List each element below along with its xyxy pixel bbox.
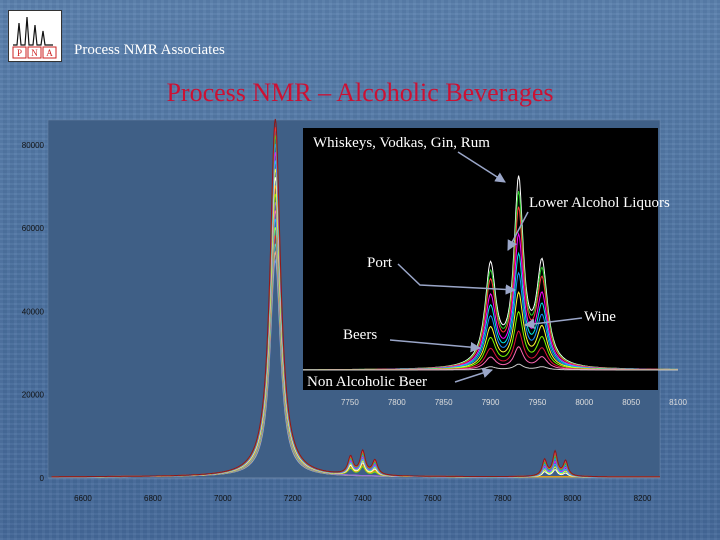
inset-plot-area bbox=[303, 128, 658, 390]
annotation-arrow bbox=[454, 367, 493, 383]
annotation-label: Whiskeys, Vodkas, Gin, Rum bbox=[313, 135, 490, 151]
slide-title: Process NMR – Alcoholic Beverages bbox=[166, 78, 554, 107]
annotation-arrow bbox=[507, 211, 529, 251]
annotation-arrow bbox=[397, 263, 517, 295]
inset-x-tick-label: 7850 bbox=[435, 398, 453, 407]
x-tick-label: 8200 bbox=[634, 494, 652, 503]
y-tick-label: 40000 bbox=[22, 307, 45, 316]
inset-series-line bbox=[303, 363, 678, 371]
inset-x-tick-label: 7800 bbox=[388, 398, 406, 407]
x-tick-label: 7400 bbox=[354, 494, 372, 503]
inset-x-tick-label: 8000 bbox=[575, 398, 593, 407]
logo-letter-p: P bbox=[17, 48, 22, 58]
annotation-label: Port bbox=[367, 255, 393, 271]
inset-chart: 7750 7800 7850 7900 7950 8000 8050 8100 Whiskey… bbox=[303, 128, 687, 407]
annotation-label: Non Alcoholic Beer bbox=[307, 374, 427, 390]
x-tick-label: 6800 bbox=[144, 494, 162, 503]
y-tick-label: 60000 bbox=[22, 224, 45, 233]
logo-letter-n: N bbox=[31, 48, 38, 58]
annotation-label: Wine bbox=[584, 309, 616, 325]
inset-x-tick-label: 7900 bbox=[482, 398, 500, 407]
inset-x-tick-label: 8050 bbox=[622, 398, 640, 407]
x-tick-label: 7800 bbox=[494, 494, 512, 503]
inset-x-tick-label: 7750 bbox=[341, 398, 359, 407]
annotation-label: Beers bbox=[343, 327, 377, 343]
x-tick-label: 8000 bbox=[564, 494, 582, 503]
y-tick-label: 20000 bbox=[22, 391, 45, 400]
spectrum-series-line bbox=[51, 118, 660, 478]
x-tick-label: 7000 bbox=[214, 494, 232, 503]
x-tick-label: 7200 bbox=[284, 494, 302, 503]
annotation-label: Lower Alcohol Liquors bbox=[529, 195, 670, 211]
company-logo: P N A bbox=[8, 10, 62, 62]
x-tick-label: 7600 bbox=[424, 494, 442, 503]
logo-spectrum-icon: P N A bbox=[12, 16, 57, 59]
company-name: Process NMR Associates bbox=[74, 42, 225, 58]
inset-x-tick-label: 7950 bbox=[528, 398, 546, 407]
y-tick-label: 0 bbox=[40, 474, 45, 483]
y-tick-label: 80000 bbox=[22, 141, 45, 150]
annotation-arrow bbox=[389, 339, 482, 353]
inset-x-tick-label: 8100 bbox=[669, 398, 687, 407]
logo-letter-a: A bbox=[46, 48, 53, 58]
annotation-arrow bbox=[523, 317, 583, 330]
annotation-arrow bbox=[457, 151, 506, 183]
x-tick-label: 6600 bbox=[74, 494, 92, 503]
